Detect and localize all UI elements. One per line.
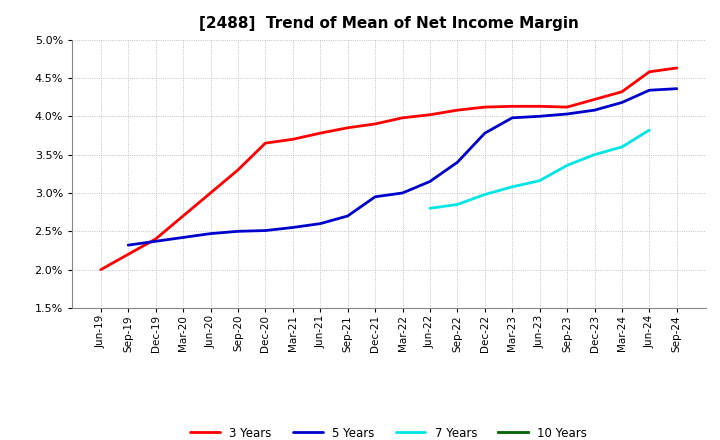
7 Years — [536, 178, 544, 183]
5 Years — [563, 111, 572, 117]
5 Years — [508, 115, 516, 121]
5 Years — [536, 114, 544, 119]
Legend: 3 Years, 5 Years, 7 Years, 10 Years: 3 Years, 5 Years, 7 Years, 10 Years — [191, 427, 587, 440]
3 Years — [206, 191, 215, 196]
3 Years — [398, 115, 407, 121]
5 Years — [151, 238, 160, 244]
5 Years — [672, 86, 681, 92]
3 Years — [233, 167, 242, 172]
3 Years — [618, 89, 626, 95]
3 Years — [480, 104, 489, 110]
5 Years — [206, 231, 215, 236]
7 Years — [508, 184, 516, 190]
3 Years — [645, 69, 654, 74]
Line: 3 Years: 3 Years — [101, 68, 677, 270]
5 Years — [316, 221, 325, 226]
7 Years — [480, 192, 489, 197]
3 Years — [426, 112, 434, 117]
5 Years — [590, 107, 599, 113]
5 Years — [618, 100, 626, 105]
3 Years — [508, 104, 516, 109]
3 Years — [453, 107, 462, 113]
5 Years — [480, 131, 489, 136]
3 Years — [151, 236, 160, 242]
5 Years — [371, 194, 379, 199]
7 Years — [453, 202, 462, 207]
5 Years — [233, 229, 242, 234]
3 Years — [179, 213, 187, 219]
3 Years — [261, 140, 270, 146]
5 Years — [179, 235, 187, 240]
5 Years — [261, 228, 270, 233]
3 Years — [536, 104, 544, 109]
3 Years — [96, 267, 105, 272]
5 Years — [343, 213, 352, 219]
3 Years — [124, 252, 132, 257]
5 Years — [398, 191, 407, 196]
5 Years — [289, 225, 297, 230]
3 Years — [563, 104, 572, 110]
7 Years — [426, 205, 434, 211]
7 Years — [563, 163, 572, 168]
3 Years — [371, 121, 379, 127]
3 Years — [316, 131, 325, 136]
5 Years — [645, 88, 654, 93]
3 Years — [289, 137, 297, 142]
Line: 5 Years: 5 Years — [128, 89, 677, 245]
7 Years — [645, 128, 654, 133]
Line: 7 Years: 7 Years — [430, 130, 649, 208]
5 Years — [453, 160, 462, 165]
5 Years — [426, 179, 434, 184]
3 Years — [590, 97, 599, 102]
3 Years — [672, 65, 681, 70]
7 Years — [618, 144, 626, 150]
3 Years — [343, 125, 352, 130]
Title: [2488]  Trend of Mean of Net Income Margin: [2488] Trend of Mean of Net Income Margi… — [199, 16, 579, 32]
7 Years — [590, 152, 599, 157]
5 Years — [124, 242, 132, 248]
